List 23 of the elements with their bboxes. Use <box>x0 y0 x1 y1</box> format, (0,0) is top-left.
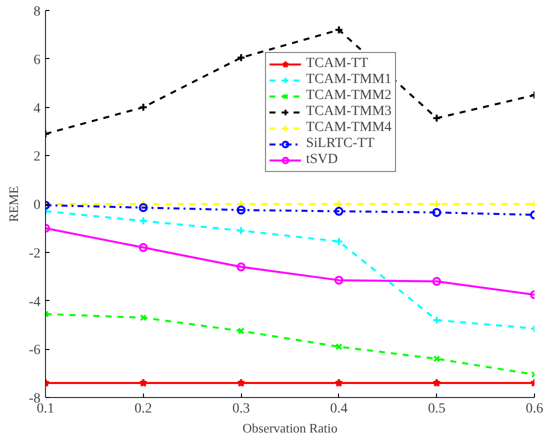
x-tick-label: 0.2 <box>134 402 152 416</box>
y-tick-label: 2 <box>34 150 40 165</box>
y-tick-label: -2 <box>28 246 41 262</box>
legend-label: tSVD <box>306 152 338 168</box>
x-tick-label: 0.6 <box>526 402 544 416</box>
x-tick-label: 0.3 <box>232 402 250 416</box>
y-tick-label: -4 <box>28 294 41 310</box>
legend-label: TCAM-TMM3 <box>306 104 392 120</box>
legend-label: TCAM-TMM1 <box>306 72 392 88</box>
y-tick-label: 8 <box>34 4 40 20</box>
legend-label: SiLRTC-TT <box>306 136 374 152</box>
x-axis-title: Observation Ratio <box>242 420 338 436</box>
y-tick-label: 4 <box>34 101 40 116</box>
x-tick-label: 0.5 <box>428 402 446 416</box>
legend-label: TCAM-TT <box>306 56 368 72</box>
x-tick-label: 0.4 <box>330 402 348 416</box>
x-tick-label: 0.1 <box>36 402 54 416</box>
y-tick-label: 6 <box>34 52 40 68</box>
legend-label: TCAM-TMM2 <box>306 88 392 104</box>
legend-label: TCAM-TMM4 <box>306 120 392 136</box>
y-axis-title: REME <box>6 186 21 222</box>
y-tick-label: -6 <box>28 343 41 358</box>
y-tick-label: 0 <box>34 198 40 213</box>
